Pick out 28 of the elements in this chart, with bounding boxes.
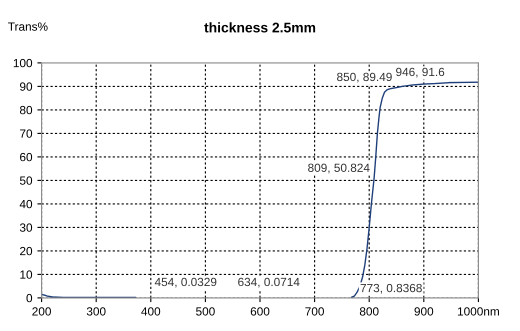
- y-axis-title: Trans%: [8, 22, 48, 31]
- y-tick-label: 10: [20, 270, 32, 279]
- annotation: 773, 0.8368: [360, 284, 422, 294]
- y-tick-label: 90: [20, 82, 32, 91]
- y-tick-label: 50: [20, 176, 32, 185]
- y-tick-label: 20: [20, 246, 32, 256]
- x-tick-label: 200: [32, 307, 51, 316]
- y-tick-label: 70: [20, 129, 32, 138]
- annotation: 809, 50.824: [308, 164, 370, 174]
- x-tick-label: 500: [196, 307, 215, 316]
- annotation: 634, 0.0714: [238, 278, 300, 288]
- annotation: 454, 0.0329: [154, 278, 216, 288]
- y-tick-label: 80: [20, 106, 32, 114]
- x-tick-label: 1000nm: [458, 307, 499, 316]
- y-tick-label: 40: [20, 200, 32, 208]
- y-tick-label: 100: [14, 58, 32, 68]
- annotation: 946, 91.6: [396, 68, 444, 78]
- x-tick-label: 800: [360, 307, 379, 316]
- x-tick-label: 300: [86, 307, 106, 316]
- chart-title: thickness 2.5mm: [204, 22, 316, 32]
- y-tick-label: 60: [20, 152, 32, 162]
- x-tick-label: 700: [305, 307, 324, 316]
- x-tick-label: 600: [250, 307, 270, 316]
- annotation: 850, 89.49: [337, 72, 392, 82]
- y-tick-label: 30: [20, 223, 32, 232]
- x-tick-label: 400: [141, 307, 160, 316]
- x-tick-label: 900: [414, 307, 434, 316]
- y-tick-label: 0: [26, 294, 32, 302]
